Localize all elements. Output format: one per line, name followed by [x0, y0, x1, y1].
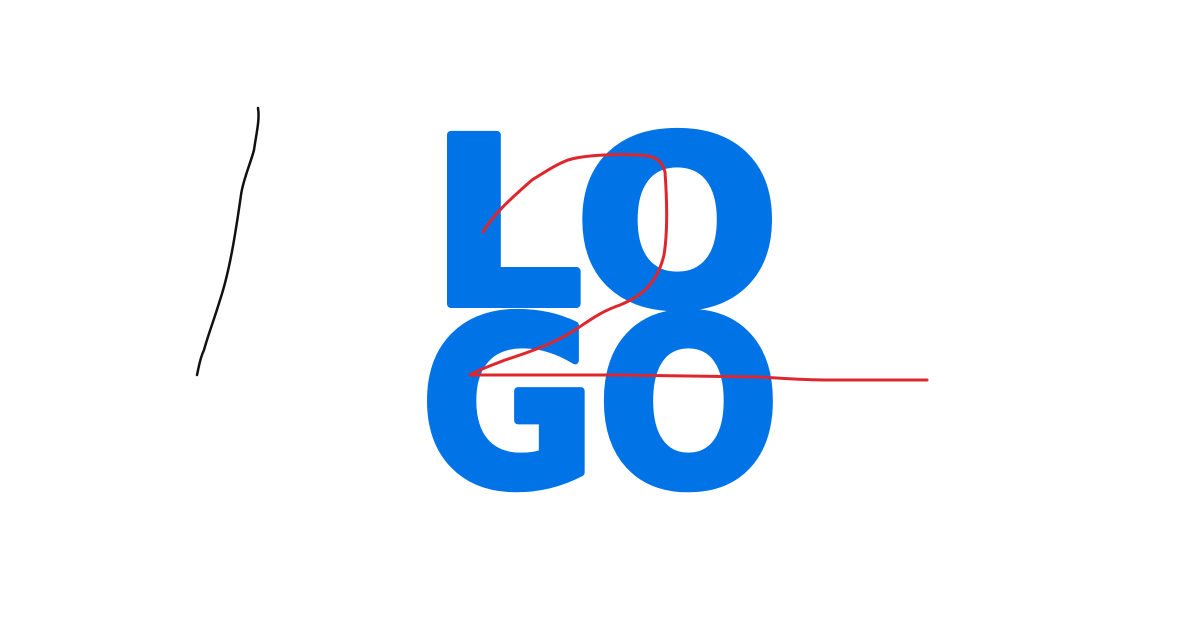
pen-stroke: [468, 153, 929, 382]
pen-stroke: [195, 106, 260, 377]
logo-line: GO: [420, 270, 780, 540]
logo-line: LO: [429, 89, 780, 359]
